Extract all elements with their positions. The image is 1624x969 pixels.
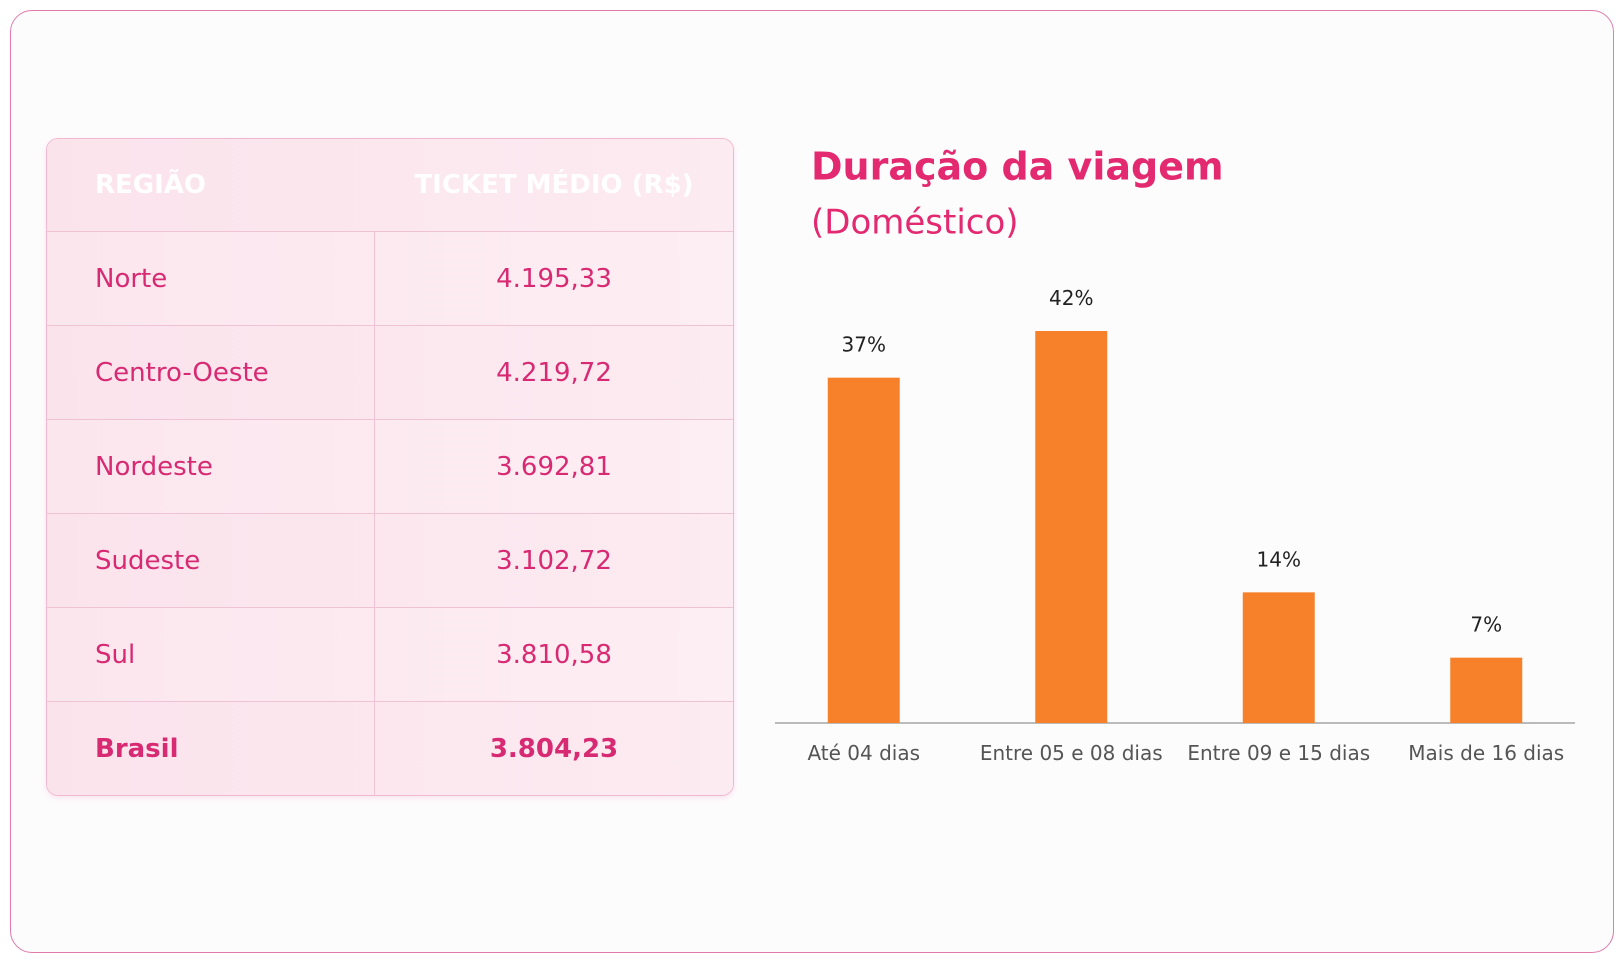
bar: [1035, 331, 1108, 723]
table-row: Brasil 3.804,23: [47, 701, 733, 795]
bar: [827, 377, 900, 723]
table-cell: 4.195,33: [496, 263, 612, 294]
value-label: 37%: [842, 333, 886, 357]
header-cell: REGIÃO: [95, 170, 207, 200]
header-row: REGIÃO TICKET MÉDIO (R$): [47, 139, 733, 231]
table-cell: Centro-Oeste: [47, 326, 375, 419]
table-cell: Sudeste: [47, 514, 375, 607]
x-tick-label: Até 04 dias: [807, 741, 920, 765]
table-row: Nordeste 3.692,81: [47, 419, 733, 513]
table-cell: 3.692,81: [496, 451, 612, 482]
x-tick-label: Entre 09 e 15 dias: [1187, 741, 1370, 765]
table-cell: 3.810,58: [496, 639, 612, 670]
table-cell: 3.804,23: [489, 733, 619, 764]
bar: [1242, 592, 1315, 723]
x-tick-label: Entre 05 e 08 dias: [980, 741, 1163, 765]
x-tick-label: Mais de 16 dias: [1408, 741, 1564, 765]
chart-title: Duração da viagem: [811, 145, 1224, 189]
chart-subtitle: (Doméstico): [811, 203, 1019, 243]
table-cell: 4.219,72: [496, 357, 612, 388]
table-cell: 3.102,72: [496, 545, 612, 576]
value-label: 42%: [1049, 286, 1093, 310]
bar: [1450, 657, 1523, 723]
table-cell: Brasil: [47, 702, 375, 795]
value-label: 14%: [1257, 547, 1301, 571]
table-cell: Sul: [47, 608, 375, 701]
table-cell: Norte: [47, 232, 375, 325]
table-row: Norte 4.195,33: [47, 231, 733, 325]
table: REGIÃO TICKET MÉDIO (R$) Norte 4.195,33 Cent…: [46, 138, 734, 796]
table-row: Sudeste 3.102,72: [47, 513, 733, 607]
header-cell: TICKET MÉDIO (R$): [414, 170, 694, 200]
table-row: Sul 3.810,58: [47, 607, 733, 701]
table-cell: Nordeste: [47, 420, 375, 513]
table-row: Centro-Oeste 4.219,72: [47, 325, 733, 419]
value-label: 7%: [1470, 613, 1502, 637]
